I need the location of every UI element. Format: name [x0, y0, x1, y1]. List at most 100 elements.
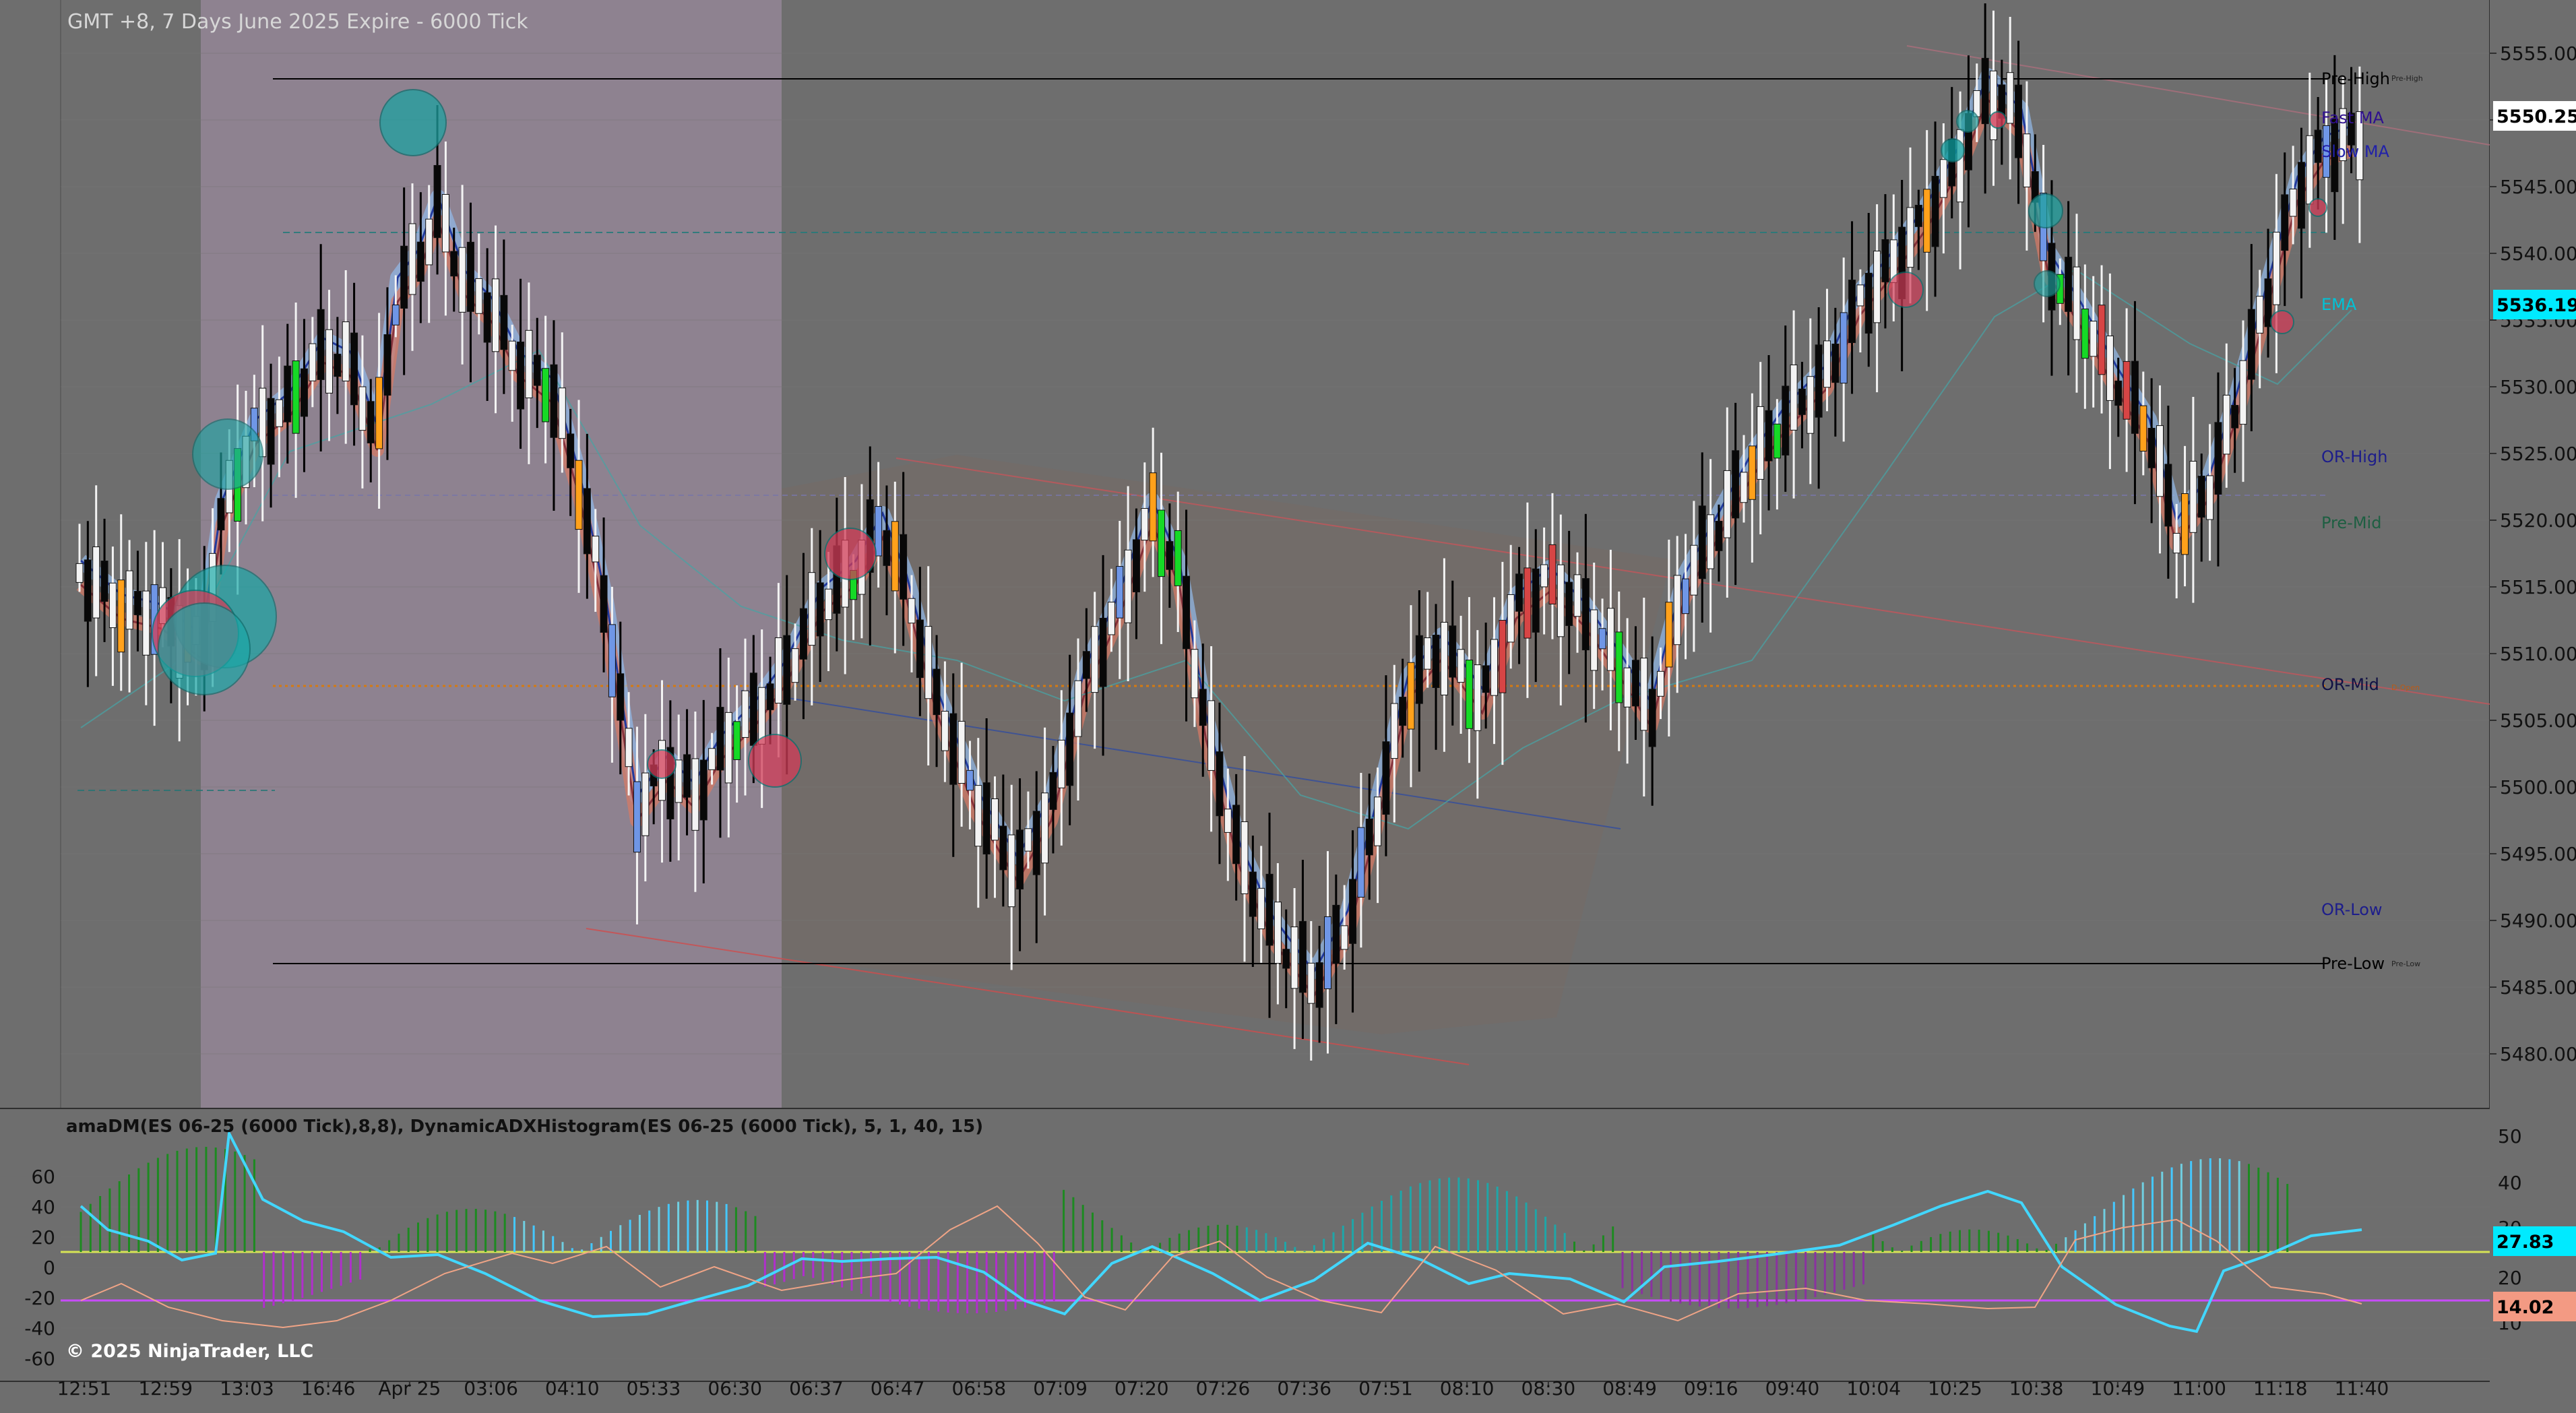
candle-body — [633, 781, 641, 853]
time-axis[interactable]: 12:51 12:59 13:03 16:46 Apr 25 03:06 04:10 05:3… — [0, 1377, 2490, 1400]
candle-body — [941, 710, 949, 751]
indicator-panel[interactable]: amaDM(ES 06-25 (6000 Tick),8,8), Dynamic… — [0, 1108, 2576, 1381]
candle-body — [1790, 365, 1798, 431]
candle-body — [1939, 159, 1947, 198]
candle-body — [567, 433, 575, 468]
current-price-badge: 5550.25 — [2496, 106, 2576, 127]
indicator-left-axis-label: 20 — [31, 1226, 55, 1249]
candle-body — [475, 278, 483, 314]
candle-body — [816, 582, 824, 637]
time-axis-label: 07:26 — [1196, 1377, 1251, 1400]
candle-body — [1864, 272, 1873, 334]
candle-body — [2339, 108, 2347, 162]
pre-low-small-label: Pre-Low — [2391, 960, 2420, 968]
candle-body — [774, 637, 782, 704]
ema-label: EMA — [2321, 295, 2357, 314]
candle-body — [2073, 266, 2081, 340]
candle-body — [2106, 336, 2114, 401]
candle-body — [766, 683, 774, 710]
candle-body — [450, 251, 458, 277]
indicator-title: amaDM(ES 06-25 (6000 Tick),8,8), Dynamic… — [66, 1117, 983, 1137]
candle-body — [825, 588, 832, 621]
candle-body — [466, 241, 474, 312]
price-axis-label: 5485.00 — [2500, 976, 2576, 999]
candle-body — [1066, 712, 1074, 786]
price-axis-label: 5525.00 — [2500, 443, 2576, 465]
candle-body — [2065, 257, 2073, 312]
candle-body — [1174, 530, 1182, 586]
signal-circle — [379, 89, 447, 156]
signal-circle — [647, 749, 677, 779]
or-low-label: OR-Low — [2321, 900, 2383, 919]
candle-body — [1715, 520, 1723, 551]
candle-body — [758, 687, 766, 745]
time-axis-label: 06:58 — [952, 1377, 1007, 1400]
price-axis[interactable]: 5555.005550.005545.005540.005535.005530.… — [2490, 0, 2576, 1413]
candle-body — [1507, 594, 1515, 643]
candle-body — [1807, 376, 1815, 434]
signal-circles — [152, 89, 2327, 788]
candle-body — [1365, 819, 1373, 856]
time-axis-label: 07:51 — [1358, 1377, 1413, 1400]
candle-body — [1357, 827, 1365, 898]
candle-body — [391, 305, 400, 325]
candle-body — [317, 309, 325, 380]
candle-body — [2081, 309, 2089, 359]
candle-body — [1856, 284, 1864, 307]
time-axis-label: 06:37 — [789, 1377, 844, 1400]
copyright-text: © 2025 NinjaTrader, LLC — [66, 1341, 313, 1362]
candle-body — [924, 626, 933, 699]
candle-body — [1274, 902, 1282, 964]
price-panel[interactable]: Pre-High Pre-High Fast MA Slow MA EMA OR… — [0, 0, 2490, 1381]
candle-body — [1906, 207, 1914, 268]
candle-body — [1158, 509, 1165, 577]
candle-body — [334, 354, 342, 377]
candle-body — [558, 387, 566, 439]
candle-body — [2206, 475, 2214, 520]
time-axis-label: 11:40 — [2335, 1377, 2389, 1400]
candle-body — [625, 728, 633, 767]
price-axis-label: 5495.00 — [2500, 843, 2576, 865]
candle-body — [808, 572, 816, 646]
candle-body — [2172, 532, 2180, 554]
candle-body — [133, 591, 142, 615]
adx-value-badge-background — [2493, 1292, 2576, 1321]
time-axis-label: 08:49 — [1602, 1377, 1657, 1400]
candle-body — [117, 579, 125, 653]
candle-body — [1981, 57, 1989, 125]
candle-body — [733, 721, 741, 760]
candle-body — [2156, 425, 2164, 497]
candle-body — [691, 758, 699, 831]
signal-circle — [192, 418, 263, 490]
top-channel-line — [1906, 45, 2490, 146]
candle-body — [799, 608, 807, 660]
candle-body — [550, 364, 558, 438]
candle-body — [383, 334, 391, 396]
candle-body — [1024, 828, 1032, 852]
candle-body — [908, 598, 916, 624]
candle-body — [1540, 564, 1548, 588]
pre-mid-label: Pre-Mid — [2321, 513, 2381, 532]
candle-body — [2214, 422, 2222, 495]
candle-body — [1099, 617, 1107, 687]
price-axis-label: 5500.00 — [2500, 776, 2576, 798]
time-axis-label: 03:06 — [464, 1377, 518, 1400]
indicator-left-axis-label: 0 — [43, 1257, 55, 1279]
signal-circle — [158, 602, 251, 695]
time-axis-label: 06:47 — [871, 1377, 925, 1400]
ema-curve — [80, 268, 2352, 830]
candle-body — [367, 401, 375, 443]
candle-body — [400, 245, 408, 309]
candle-body — [1041, 792, 1049, 864]
candle-body — [1990, 70, 1997, 140]
candle-body — [2348, 113, 2356, 146]
candle-body — [1432, 634, 1440, 688]
time-axis-label: 08:30 — [1521, 1377, 1576, 1400]
candle-body — [416, 241, 425, 282]
candle-body — [608, 624, 616, 697]
time-axis-label: 08:10 — [1440, 1377, 1495, 1400]
candle-body — [1465, 660, 1473, 729]
candle-body — [2264, 278, 2272, 327]
adx-value-badge: 14.02 — [2496, 1297, 2554, 1318]
